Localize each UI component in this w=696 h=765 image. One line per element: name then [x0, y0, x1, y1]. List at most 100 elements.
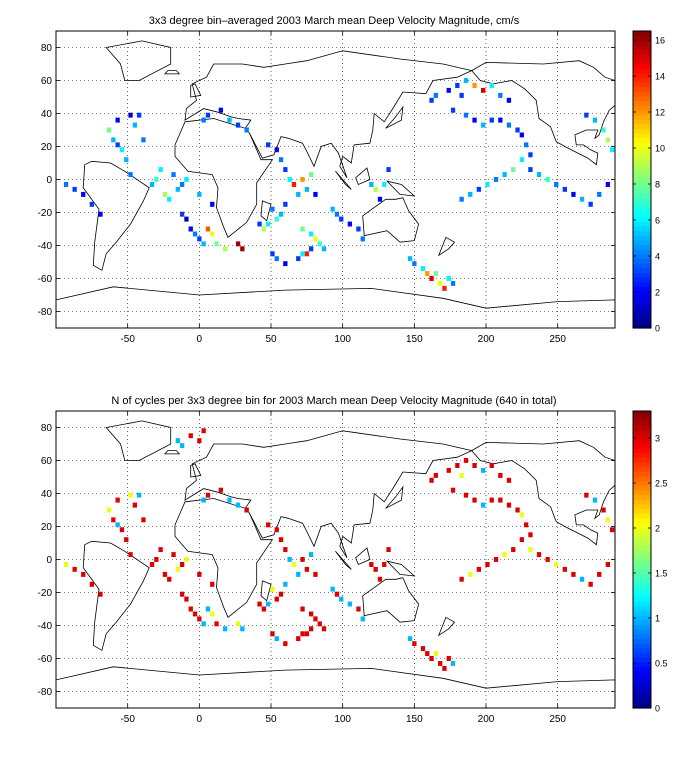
velocity-y-tick-label: 20 [41, 142, 53, 153]
velocity-bin-cell [291, 182, 297, 187]
cycles-x-tick-label: 150 [406, 714, 423, 725]
cycles-bin-cell [63, 562, 69, 567]
velocity-bin-cell [278, 157, 284, 163]
velocity-colorbar-tick-label: 12 [655, 108, 665, 118]
velocity-bin-cell [300, 226, 305, 232]
velocity-bin-cell [223, 246, 228, 252]
velocity-bin-cell [296, 191, 301, 197]
velocity-bin-cell [274, 216, 279, 222]
cycles-bin-cell [210, 611, 215, 617]
cycles-bin-cell [283, 641, 288, 647]
cycles-bin-cell [429, 656, 434, 661]
velocity-map-title: 3x3 degree bin–averaged 2003 March mean … [149, 15, 520, 27]
cycles-bin-cell [227, 497, 232, 503]
cycles-bin-cell [519, 537, 524, 543]
cycles-bin-cell [296, 571, 301, 577]
cycles-colorbar-tick-label: 1.5 [655, 569, 668, 579]
velocity-bin-cell [270, 206, 275, 212]
velocity-bin-cell [455, 83, 460, 88]
cycles-bin-cell [334, 591, 340, 597]
cycles-landmass [190, 463, 202, 478]
cycles-bin-cell [339, 596, 344, 602]
cycles-bin-cell [167, 576, 172, 582]
velocity-bin-cell [115, 117, 120, 123]
cycles-bin-cell [450, 661, 456, 666]
velocity-bin-cell [180, 211, 185, 217]
velocity-bin-cell [283, 167, 288, 172]
cycles-bin-cell [369, 562, 374, 567]
cycles-landmass [355, 547, 371, 566]
cycles-landmass [335, 551, 352, 570]
cycles-bin-cell [197, 438, 202, 444]
velocity-landmass [437, 236, 456, 257]
velocity-bin-cell [115, 142, 120, 148]
velocity-bin-cell [386, 167, 391, 172]
velocity-bin-cell [214, 241, 219, 247]
cycles-landmass [164, 450, 181, 455]
cycles-bin-cell [489, 463, 494, 468]
cycles-y-tick-label: -20 [38, 588, 53, 599]
cycles-bin-cell [545, 557, 550, 562]
velocity-colorbar-tick-label: 16 [655, 36, 665, 46]
velocity-bin-cell [261, 226, 266, 232]
cycles-bin-cell [601, 507, 606, 513]
velocity-bins [63, 78, 615, 291]
cycles-bin-cell [506, 502, 512, 508]
cycles-landmass [82, 540, 150, 651]
velocity-bin-cell [524, 142, 529, 148]
cycles-gridlines [56, 411, 615, 708]
cycles-bin-cell [321, 626, 327, 632]
velocity-landmass [82, 160, 150, 271]
velocity-bin-cell [519, 132, 524, 138]
velocity-landmass [105, 40, 172, 81]
cycles-bin-cell [463, 492, 469, 498]
velocity-bin-cell [283, 201, 288, 207]
velocity-colorbar-tick-label: 14 [655, 72, 665, 82]
velocity-bin-cell [597, 191, 602, 197]
velocity-bin-cell [141, 137, 146, 143]
velocity-bin-cell [210, 201, 215, 207]
cycles-bin-cell [584, 492, 589, 498]
velocity-bin-cell [498, 117, 503, 123]
cycles-bin-cell [89, 581, 94, 587]
velocity-bin-cell [506, 122, 512, 128]
cycles-map-title: N of cycles per 3x3 degree bin for 2003 … [111, 395, 556, 407]
velocity-bin-cell [429, 276, 434, 281]
velocity-bin-cell [266, 221, 271, 227]
cycles-bin-cell [240, 626, 245, 632]
cycles-bin-cell [317, 621, 322, 627]
velocity-bin-cell [257, 221, 262, 227]
velocity-bin-cell [137, 112, 142, 118]
cycles-bin-cell [98, 591, 103, 597]
cycles-landmass [184, 430, 473, 559]
velocity-bin-cell [171, 172, 176, 178]
velocity-bin-cell [377, 196, 383, 202]
cycles-bin-cell [515, 507, 520, 513]
cycles-bin-cell [266, 601, 271, 607]
cycles-bin-cell [192, 611, 198, 617]
velocity-bin-cell [274, 147, 279, 153]
cycles-bin-cell [356, 606, 361, 612]
cycles-bin-cell [128, 552, 133, 558]
velocity-bin-cell [446, 87, 451, 93]
cycles-bin-cell [81, 571, 86, 577]
velocity-y-tick-label: 0 [46, 175, 52, 186]
cycles-bin-cell [360, 616, 365, 622]
velocity-landmass [184, 50, 473, 179]
velocity-bin-cell [481, 87, 486, 93]
velocity-bin-cell [468, 191, 473, 197]
velocity-bin-cell [244, 127, 249, 133]
velocity-bin-cell [192, 231, 198, 237]
cycles-bin-cell [72, 566, 77, 572]
cycles-bin-cell [493, 557, 499, 562]
velocity-x-tick-label: 100 [334, 334, 351, 345]
velocity-x-tick-label: 200 [478, 334, 495, 345]
velocity-bin-cell [197, 236, 202, 242]
cycles-bin-cell [450, 487, 456, 493]
velocity-bin-cell [283, 261, 288, 267]
cycles-landmass [471, 440, 615, 546]
cycles-bin-cell [442, 665, 447, 671]
cycles-bin-cell [180, 591, 185, 597]
velocity-y-tick-label: -80 [38, 307, 53, 318]
cycles-bin-cell [498, 497, 503, 503]
